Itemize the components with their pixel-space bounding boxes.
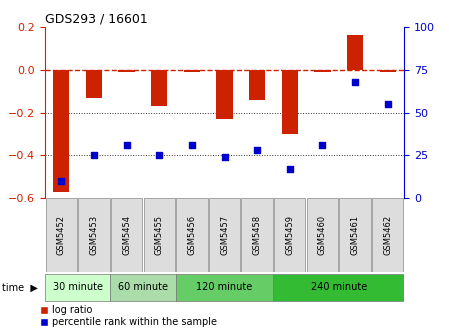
Point [123, 142, 130, 148]
Text: GSM5462: GSM5462 [383, 215, 392, 255]
Text: 240 minute: 240 minute [311, 282, 367, 292]
FancyBboxPatch shape [242, 198, 273, 272]
Bar [53, 70, 70, 192]
Text: 120 minute: 120 minute [196, 282, 253, 292]
Point [221, 155, 228, 160]
Bar [347, 36, 363, 70]
Legend: log ratio, percentile rank within the sample: log ratio, percentile rank within the sa… [36, 301, 221, 331]
Text: GSM5458: GSM5458 [253, 215, 262, 255]
Bar [379, 70, 396, 72]
Point [286, 166, 293, 172]
Bar [119, 70, 135, 72]
FancyBboxPatch shape [209, 198, 240, 272]
FancyBboxPatch shape [110, 274, 176, 301]
Text: GSM5459: GSM5459 [285, 215, 294, 255]
Bar [282, 70, 298, 134]
FancyBboxPatch shape [339, 198, 371, 272]
Text: GSM5457: GSM5457 [220, 215, 229, 255]
Point [319, 142, 326, 148]
Text: GSM5454: GSM5454 [122, 215, 131, 255]
FancyBboxPatch shape [273, 274, 404, 301]
FancyBboxPatch shape [274, 198, 305, 272]
Text: GDS293 / 16601: GDS293 / 16601 [45, 13, 148, 26]
Text: GSM5461: GSM5461 [351, 215, 360, 255]
Bar [249, 70, 265, 100]
Bar [86, 70, 102, 97]
Text: GSM5455: GSM5455 [155, 215, 164, 255]
FancyBboxPatch shape [307, 198, 338, 272]
Point [352, 79, 359, 84]
Point [57, 178, 65, 184]
Bar [151, 70, 167, 106]
Text: GSM5453: GSM5453 [89, 215, 98, 255]
Text: 30 minute: 30 minute [53, 282, 102, 292]
FancyBboxPatch shape [144, 198, 175, 272]
Point [90, 153, 97, 158]
FancyBboxPatch shape [176, 274, 273, 301]
FancyBboxPatch shape [176, 198, 207, 272]
Bar [314, 70, 330, 72]
Bar [184, 70, 200, 72]
Text: GSM5456: GSM5456 [187, 215, 196, 255]
FancyBboxPatch shape [372, 198, 404, 272]
Point [156, 153, 163, 158]
Text: time  ▶: time ▶ [2, 282, 38, 292]
Text: 60 minute: 60 minute [118, 282, 168, 292]
Text: GSM5460: GSM5460 [318, 215, 327, 255]
Point [254, 148, 261, 153]
FancyBboxPatch shape [45, 198, 77, 272]
Point [384, 101, 392, 107]
Text: GSM5452: GSM5452 [57, 215, 66, 255]
FancyBboxPatch shape [78, 198, 110, 272]
Point [188, 142, 195, 148]
Bar [216, 70, 233, 119]
FancyBboxPatch shape [111, 198, 142, 272]
FancyBboxPatch shape [45, 274, 110, 301]
